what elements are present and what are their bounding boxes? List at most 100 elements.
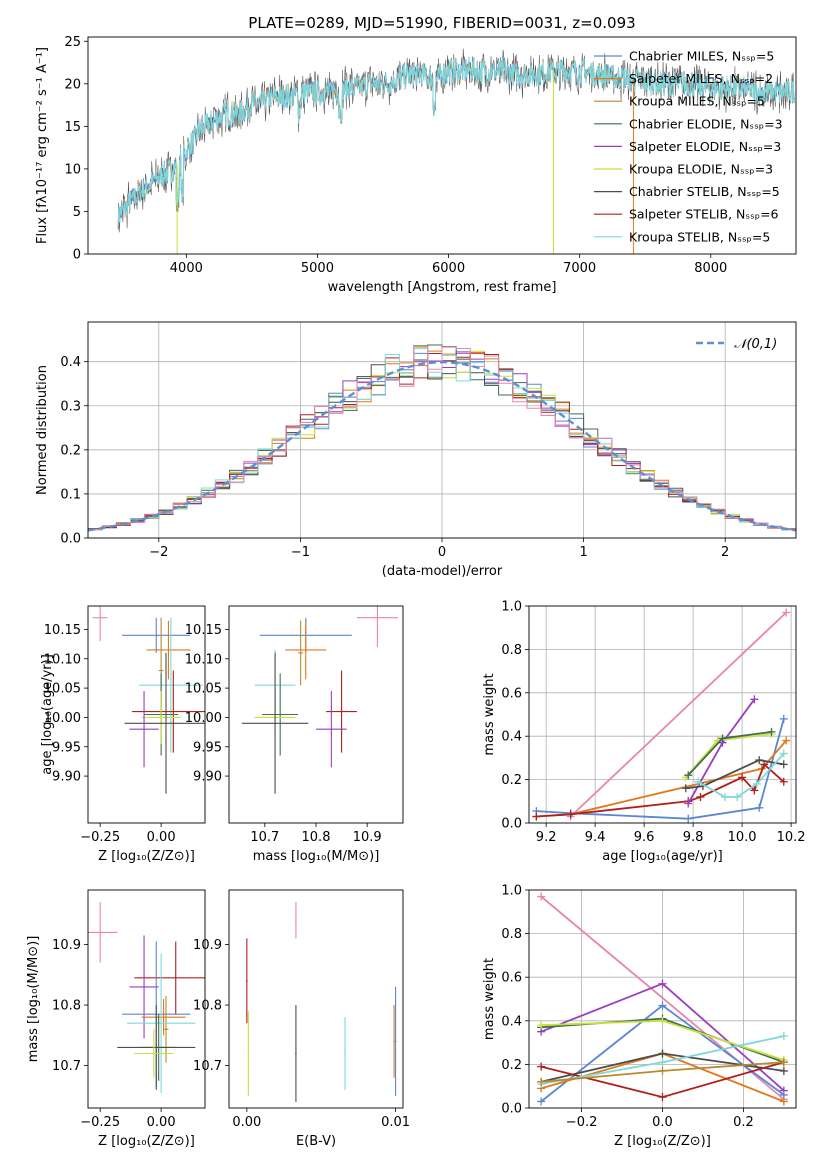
data-point xyxy=(160,669,162,672)
panel-mass_weight_vs_Z: −0.2 0.0 0.2 0.0 0.2 0.4 0.6 0.8 1.0 Z [log₁₀(Z/Z… xyxy=(482,884,797,1149)
series-marker xyxy=(537,1077,546,1086)
data-point xyxy=(304,649,307,651)
x-tick-label: 0 xyxy=(438,545,446,560)
series-marker xyxy=(537,1097,546,1106)
series-marker xyxy=(718,734,727,743)
data-point xyxy=(174,977,177,979)
x-axis-label: age [log₁₀(age/yr)] xyxy=(602,849,723,864)
y-tick-label: 0.4 xyxy=(60,355,81,370)
y-tick-label: 0.4 xyxy=(501,1014,522,1029)
plot-area xyxy=(88,902,205,1093)
data-point xyxy=(170,684,172,686)
axes-frame xyxy=(87,889,206,1109)
axes-frame xyxy=(228,605,404,824)
y-tick-label: 10 xyxy=(64,162,81,177)
y-tick-label: 1.0 xyxy=(501,884,522,899)
y-tick-label: 0.4 xyxy=(501,730,522,745)
series-marker xyxy=(779,1032,788,1041)
data-point xyxy=(155,1046,158,1049)
series-marker xyxy=(681,784,690,793)
axes-frame xyxy=(87,605,206,824)
series-marker xyxy=(755,756,764,765)
data-point xyxy=(167,649,170,651)
legend-label: Salpeter STELIB, Nₛₛₚ=6 xyxy=(629,207,779,222)
x-tick-label: −2 xyxy=(149,545,168,560)
y-axis-label: mass weight xyxy=(482,673,497,755)
plot-area xyxy=(246,902,397,1102)
series-marker xyxy=(658,1093,667,1102)
panel-residual_histogram: −2 −1 0 1 2 0.0 0.1 0.2 0.3 0.4 (data-model)/error… xyxy=(35,321,797,579)
data-point xyxy=(143,986,145,988)
model-spectrum-kroupa-stelib xyxy=(117,57,796,227)
series-marker xyxy=(537,1021,546,1030)
y-tick-label: 0.6 xyxy=(501,971,522,986)
x-tick-label: 2 xyxy=(721,545,729,560)
y-tick-label: 5 xyxy=(73,205,81,220)
y-tick-label: 10.15 xyxy=(185,623,222,638)
legend: Chabrier MILES, Nₛₛₚ=5 Salpeter MILES, Nₛ… xyxy=(594,49,783,244)
legend-label: 𝒩(0,1) xyxy=(734,337,777,352)
data-point xyxy=(394,1040,397,1043)
legend-label: Salpeter MILES, Nₛₛₚ=2 xyxy=(629,71,773,86)
y-tick-label: 9.95 xyxy=(52,740,81,755)
data-point xyxy=(165,722,167,725)
y-tick-label: 9.90 xyxy=(193,770,222,785)
series-marker xyxy=(694,777,703,786)
series-marker xyxy=(658,1016,667,1025)
data-point xyxy=(160,1022,162,1025)
series-marker xyxy=(684,814,693,823)
x-tick-label: 10.7 xyxy=(250,830,279,845)
x-tick-label: 10.2 xyxy=(777,830,806,845)
series-marker xyxy=(738,773,747,782)
series-marker xyxy=(752,779,761,788)
x-tick-label: 9.2 xyxy=(536,830,557,845)
x-axis-label: E(B-V) xyxy=(296,1134,336,1149)
y-tick-label: 20 xyxy=(64,77,81,92)
series-marker xyxy=(779,749,788,758)
y-tick-label: 0.8 xyxy=(501,643,522,658)
data-point xyxy=(155,634,158,637)
series-line xyxy=(569,611,787,818)
x-tick-label: 9.6 xyxy=(634,830,655,845)
y-tick-label: 0.8 xyxy=(501,927,522,942)
data-point xyxy=(295,919,297,922)
x-tick-label: −0.25 xyxy=(80,1115,120,1130)
series-marker xyxy=(720,792,729,801)
y-tick-label: 10.9 xyxy=(52,938,81,953)
y-tick-label: 10.10 xyxy=(44,652,81,667)
y-axis-label: mass weight xyxy=(482,958,497,1040)
series-marker xyxy=(658,1058,667,1067)
plot-area xyxy=(529,606,796,823)
y-axis-label: mass [log₁₀(M/M⊙)] xyxy=(26,936,41,1063)
data-point xyxy=(153,1052,155,1055)
x-tick-label: 7000 xyxy=(563,261,596,276)
x-tick-label: 8000 xyxy=(694,261,727,276)
data-point xyxy=(274,722,276,725)
y-tick-label: 0.6 xyxy=(501,686,522,701)
legend-label: Kroupa STELIB, Nₛₛₚ=5 xyxy=(629,229,770,244)
axes-frame xyxy=(87,321,797,539)
x-axis-label: Z [log₁₀(Z/Z⊙)] xyxy=(614,1134,711,1149)
panel-spectrum: 4000 5000 6000 7000 8000 0 5 10 15 20 25 wavelength… xyxy=(35,14,797,295)
y-tick-label: 10.05 xyxy=(44,682,81,697)
series-marker xyxy=(779,1066,788,1075)
series-marker xyxy=(537,892,546,901)
data-point xyxy=(99,931,101,934)
y-tick-label: 10.8 xyxy=(52,999,81,1014)
data-point xyxy=(393,1040,395,1043)
legend-label: Salpeter ELODIE, Nₛₛₚ=3 xyxy=(629,139,781,154)
series-marker xyxy=(537,1062,546,1071)
y-tick-label: 10.05 xyxy=(185,682,222,697)
x-tick-label: 0.00 xyxy=(147,1115,176,1130)
plot-area xyxy=(241,606,398,794)
data-point xyxy=(279,713,281,716)
x-tick-label: 0.0 xyxy=(652,1115,673,1130)
legend: 𝒩(0,1) xyxy=(696,337,777,352)
y-tick-label: 10.7 xyxy=(193,1059,222,1074)
x-tick-label: 0.00 xyxy=(147,830,176,845)
legend-label: Kroupa MILES, Nₛₛₚ=5 xyxy=(629,94,765,109)
series-marker xyxy=(658,979,667,988)
series-marker xyxy=(779,1058,788,1067)
data-point xyxy=(160,716,162,719)
